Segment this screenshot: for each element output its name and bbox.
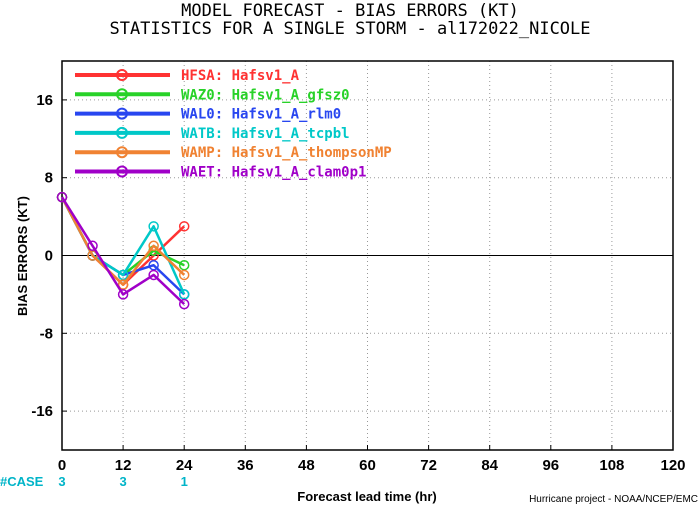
x-tick-label: 60	[359, 457, 376, 474]
legend-label: WAET: Hafsv1_A_clam0p1	[181, 165, 366, 181]
legend-swatch-marker	[116, 146, 128, 159]
data-point	[178, 269, 190, 281]
legend-swatch-marker	[116, 88, 128, 101]
credit-text: Hurricane project - NOAA/NCEP/EMC	[529, 494, 698, 505]
data-point	[148, 221, 159, 232]
chart-title: MODEL FORECAST - BIAS ERRORS (KT)	[181, 1, 519, 21]
data-point	[178, 221, 190, 232]
y-tick-label: 8	[45, 170, 53, 187]
legend: HFSA: Hafsv1_A WAZ0: Hafsv1_A_gfsz0 WAL0: …	[75, 68, 392, 181]
y-tick-label: 16	[36, 92, 53, 109]
legend-label: WAMP: Hafsv1_A_thompsonMP	[181, 145, 392, 161]
x-tick-label: 12	[115, 457, 132, 474]
data-point	[148, 269, 159, 281]
grid-lines	[62, 61, 673, 450]
y-tick-labels: -16 -8 0 8 16	[31, 92, 67, 420]
case-counts: 3 3 1	[58, 474, 187, 489]
data-point	[87, 240, 98, 252]
x-tick-label: 120	[660, 457, 685, 474]
legend-label: WAZ0: Hafsv1_A_gfsz0	[181, 87, 350, 103]
data-point	[148, 240, 159, 252]
series-line	[60, 196, 185, 277]
x-tick-label: 48	[298, 457, 315, 474]
x-tick-label: 108	[599, 457, 624, 474]
data-point	[117, 289, 129, 300]
series-line	[60, 196, 186, 286]
chart-subtitle: STATISTICS FOR A SINGLE STORM - al172022…	[109, 19, 591, 39]
y-tick-label: 0	[45, 248, 53, 265]
series-line	[60, 196, 186, 286]
x-tick-label: 96	[542, 457, 559, 474]
case-label: #CASE	[0, 474, 44, 489]
x-tick-label: 24	[176, 457, 193, 474]
x-tick-label: 36	[237, 457, 254, 474]
y-tick-label: -16	[31, 403, 53, 420]
case-count: 3	[58, 474, 65, 489]
x-tick-label: 0	[58, 457, 66, 474]
legend-swatch-marker	[116, 126, 128, 139]
legend-swatch-marker	[116, 107, 128, 120]
x-tick-label: 72	[420, 457, 437, 474]
legend-swatch-marker	[116, 69, 128, 81]
series-line	[60, 196, 186, 306]
case-count: 3	[119, 474, 126, 489]
data-point	[56, 191, 68, 203]
x-tick-labels: 0 12 24 36 48 60 72 84 96 108 120	[58, 445, 686, 474]
legend-label: WAL0: Hafsv1_A_rlm0	[181, 107, 341, 123]
y-tick-label: -8	[40, 325, 53, 342]
case-count: 1	[181, 474, 188, 489]
x-axis-label: Forecast lead time (hr)	[297, 489, 436, 504]
legend-label: HFSA: Hafsv1_A	[181, 68, 300, 84]
legend-swatch-marker	[116, 165, 128, 178]
legend-label: WATB: Hafsv1_A_tcpbl	[181, 126, 350, 142]
series-lines	[56, 191, 190, 310]
y-axis-label: BIAS ERRORS (KT)	[15, 196, 30, 316]
x-tick-label: 84	[481, 457, 498, 474]
data-point	[178, 298, 190, 310]
